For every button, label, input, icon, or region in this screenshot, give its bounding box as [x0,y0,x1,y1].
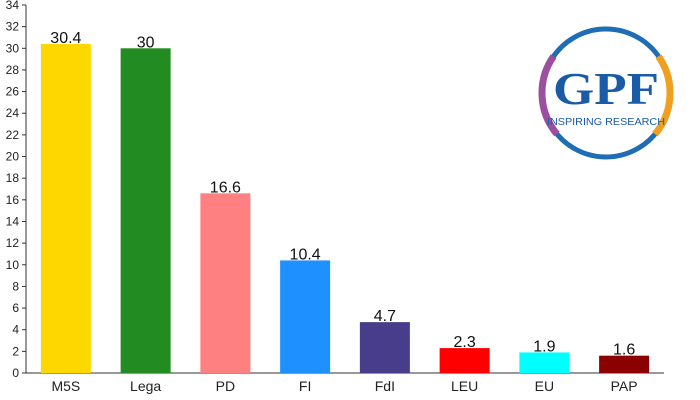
y-tick-label: 18 [6,171,20,185]
value-labels: 30.4 30 16.6 10.4 4.7 2.3 1.9 1.6 [50,30,635,359]
y-tick-label: 16 [6,193,20,207]
y-tick-label: 32 [6,20,20,34]
bar-leu [439,348,490,373]
y-tick-label: 30 [6,41,20,55]
data-label-lega: 30 [137,34,155,51]
y-tick-label: 10 [6,258,20,272]
bar-pap [599,355,650,373]
data-label-pap: 1.6 [613,342,635,359]
y-tick-label: 12 [6,236,20,250]
y-tick-label: 8 [12,279,19,293]
logo-ring-orange [652,54,674,137]
data-label-eu: 1.9 [533,338,555,355]
y-tick-label: 34 [6,0,20,12]
y-tick-label: 26 [6,85,20,99]
y-tick-label: 28 [6,63,20,77]
logo-background [538,25,674,161]
data-label-m5s: 30.4 [50,30,81,47]
logo-ring-purple [538,54,560,137]
y-tick-label: 20 [6,150,20,164]
bar-fdi [359,322,410,373]
logo-wordmark: GPF [553,63,659,114]
category-label-fi: FI [299,378,311,394]
data-label-pd: 16.6 [210,179,241,196]
category-label-fdi: FdI [375,378,395,394]
y-tick-label: 6 [12,301,19,315]
y-tick-label: 14 [6,214,20,228]
bar-pd [200,193,251,373]
category-label-eu: EU [535,378,554,394]
category-labels: M5S Lega PD FI FdI LEU EU PAP [51,378,637,394]
category-label-lega: Lega [130,378,161,394]
y-tick-label: 4 [12,323,19,337]
bar-m5s [40,43,91,373]
category-label-leu: LEU [451,378,478,394]
data-label-leu: 2.3 [454,334,476,351]
y-tick-label: 2 [12,344,19,358]
bar-eu [519,352,570,373]
category-label-m5s: M5S [51,378,80,394]
y-tick-label: 22 [6,128,20,142]
category-label-pap: PAP [611,378,638,394]
bar-lega [120,48,171,373]
category-label-pd: PD [216,378,235,394]
data-label-fi: 10.4 [290,246,321,263]
data-label-fdi: 4.7 [374,308,396,325]
logo-tagline: INSPIRING RESEARCH [547,116,665,128]
y-tick-label: 0 [12,366,19,380]
bars [40,43,650,373]
y-tick-label: 24 [6,106,20,120]
bar-fi [280,260,331,373]
